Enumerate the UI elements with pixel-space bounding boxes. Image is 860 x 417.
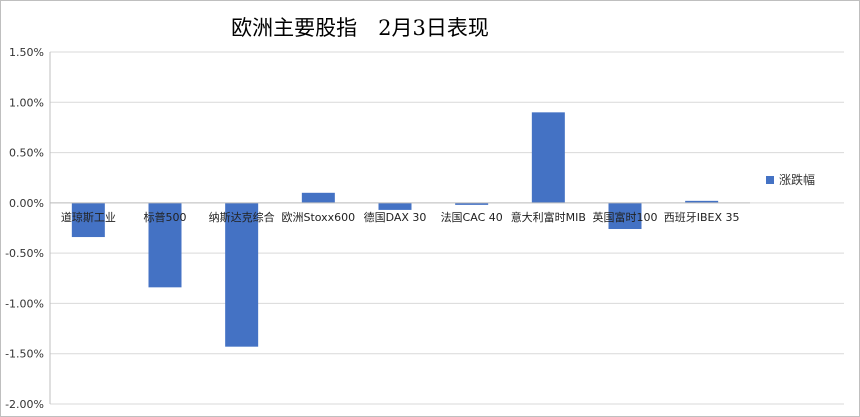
- x-tick-label: 纳斯达克综合: [209, 210, 275, 224]
- x-tick-label: 标普500: [144, 210, 187, 224]
- y-tick-label: -1.50%: [5, 348, 44, 361]
- x-tick-label: 德国DAX 30: [364, 210, 427, 224]
- y-tick-label: -2.00%: [5, 398, 44, 411]
- bar: [608, 202, 642, 230]
- legend-swatch: [766, 175, 774, 184]
- y-tick-label: 1.50%: [9, 46, 44, 59]
- bar: [531, 112, 565, 203]
- x-tick-label: 道琼斯工业: [61, 210, 116, 224]
- bar: [685, 200, 719, 203]
- bar: [71, 202, 105, 238]
- bar: [148, 202, 182, 288]
- x-tick-label: 法国CAC 40: [441, 210, 503, 224]
- legend: 涨跌幅: [766, 171, 815, 188]
- y-tick-label: 0.00%: [9, 197, 44, 210]
- y-tick-label: 1.00%: [9, 96, 44, 109]
- bar: [455, 202, 489, 205]
- chart-title: 欧洲主要股指 2月3日表现: [231, 16, 489, 40]
- y-tick-label: -1.00%: [5, 297, 44, 310]
- x-tick-label: 欧洲Stoxx600: [281, 211, 355, 224]
- y-tick-label: -0.50%: [5, 247, 44, 260]
- bar: [225, 202, 259, 347]
- y-tick-label: 0.50%: [9, 147, 44, 160]
- x-tick-label: 英国富时100: [593, 210, 658, 224]
- legend-label: 涨跌幅: [779, 173, 816, 187]
- x-tick-label: 意大利富时MIB: [511, 210, 586, 224]
- x-tick-label: 西班牙IBEX 35: [664, 211, 740, 224]
- bar: [378, 202, 412, 210]
- bar: [301, 192, 335, 203]
